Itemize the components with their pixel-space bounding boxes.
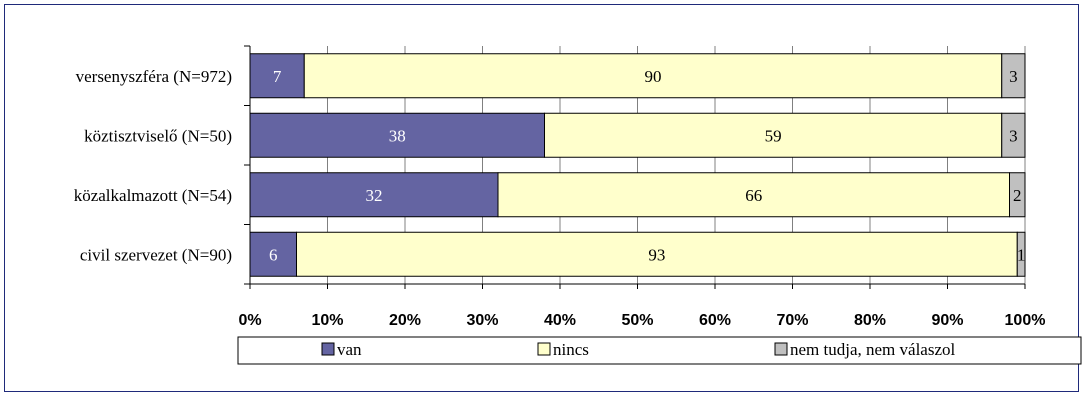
x-tick-label: 40%: [544, 312, 576, 329]
bar-segment: [249, 112, 545, 158]
legend-swatch: [537, 342, 551, 356]
x-tick-label: 0%: [238, 312, 261, 329]
x-tick-label: 50%: [621, 312, 653, 329]
bar-segment: [1009, 172, 1026, 218]
data-label: 1: [1017, 245, 1026, 264]
bar-segment: [1016, 231, 1026, 277]
bar-segment: [303, 53, 1003, 99]
data-label: 6: [269, 245, 278, 264]
axis-layer: versenyszféra (N=972) köztisztviselő (N=5…: [74, 45, 1046, 329]
category-label: versenyszféra (N=972): [76, 67, 232, 86]
x-tick-label: 10%: [311, 312, 343, 329]
x-tick-label: 20%: [389, 312, 421, 329]
legend-entry-label: nincs: [553, 340, 589, 359]
data-label: 38: [389, 126, 406, 145]
data-label: 3: [1009, 126, 1018, 145]
x-tick-label: 30%: [466, 312, 498, 329]
data-label: 7: [273, 67, 282, 86]
legend-entry-label: nem tudja, nem válaszol: [790, 340, 956, 359]
data-label: 3: [1009, 67, 1018, 86]
bars-layer: 7 90 3 38 59 3 32 66 2 6 93 1: [249, 53, 1026, 277]
data-label: 32: [366, 186, 383, 205]
legend-swatch: [774, 342, 788, 356]
legend-swatch: [321, 342, 335, 356]
bar-segment: [1001, 53, 1026, 99]
category-label: köztisztviselő (N=50): [84, 126, 232, 145]
x-tick-label: 80%: [854, 312, 886, 329]
data-label: 66: [745, 186, 762, 205]
bar-segment: [1001, 112, 1026, 158]
x-tick-label: 60%: [699, 312, 731, 329]
bar-segment: [249, 231, 297, 277]
legend: van nincs nem tudja, nem válaszol: [237, 336, 1082, 365]
data-label: 59: [765, 126, 782, 145]
bar-segment: [296, 231, 1018, 277]
category-label: közalkalmazott (N=54): [74, 186, 232, 205]
data-label: 93: [648, 245, 665, 264]
x-tick-label: 100%: [1005, 312, 1046, 329]
bar-segment: [497, 172, 1010, 218]
data-label: 90: [645, 67, 662, 86]
data-label: 2: [1013, 186, 1022, 205]
legend-box: [237, 336, 1082, 365]
x-tick-label: 70%: [776, 312, 808, 329]
category-label: civil szervezet (N=90): [80, 245, 232, 264]
legend-entry-label: van: [337, 340, 362, 359]
x-tick-label: 90%: [931, 312, 963, 329]
